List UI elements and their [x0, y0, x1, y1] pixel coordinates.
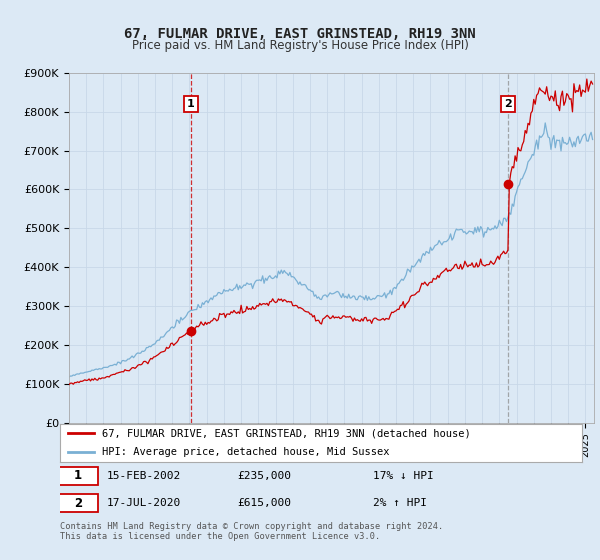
Text: 2: 2	[504, 99, 512, 109]
Text: 1: 1	[74, 469, 82, 482]
Text: Contains HM Land Registry data © Crown copyright and database right 2024.
This d: Contains HM Land Registry data © Crown c…	[60, 522, 443, 542]
Text: £235,000: £235,000	[238, 471, 292, 480]
Text: 67, FULMAR DRIVE, EAST GRINSTEAD, RH19 3NN (detached house): 67, FULMAR DRIVE, EAST GRINSTEAD, RH19 3…	[102, 428, 470, 438]
Text: 2: 2	[74, 497, 82, 510]
Text: 2% ↑ HPI: 2% ↑ HPI	[373, 498, 427, 508]
FancyBboxPatch shape	[58, 467, 98, 484]
Text: Price paid vs. HM Land Registry's House Price Index (HPI): Price paid vs. HM Land Registry's House …	[131, 39, 469, 53]
Text: £615,000: £615,000	[238, 498, 292, 508]
Text: 15-FEB-2002: 15-FEB-2002	[107, 471, 181, 480]
FancyBboxPatch shape	[58, 494, 98, 512]
Text: 17-JUL-2020: 17-JUL-2020	[107, 498, 181, 508]
Text: HPI: Average price, detached house, Mid Sussex: HPI: Average price, detached house, Mid …	[102, 447, 389, 458]
Text: 67, FULMAR DRIVE, EAST GRINSTEAD, RH19 3NN: 67, FULMAR DRIVE, EAST GRINSTEAD, RH19 3…	[124, 27, 476, 41]
Text: 17% ↓ HPI: 17% ↓ HPI	[373, 471, 434, 480]
Text: 1: 1	[187, 99, 195, 109]
